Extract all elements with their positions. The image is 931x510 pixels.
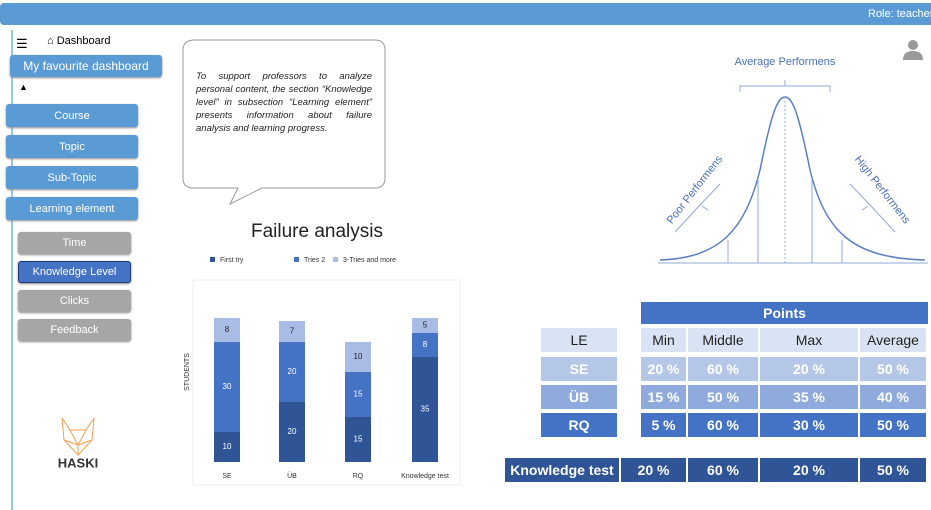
bar-segment: [279, 321, 305, 342]
data-label: 15: [354, 435, 363, 444]
table-cell: 20 %: [641, 357, 686, 381]
legend-swatch: [210, 257, 215, 262]
table-cell: 35 %: [760, 385, 858, 409]
table-cell: 20 %: [760, 357, 858, 381]
legend-label: Tries 2: [304, 257, 325, 264]
table-cell: 50 %: [860, 357, 926, 381]
column-header: Min: [641, 328, 686, 352]
callout-text: To support professors to analyze persona…: [196, 71, 372, 134]
favourite-button[interactable]: My favourite dashboard: [10, 55, 162, 77]
data-label: 20: [288, 427, 297, 436]
total-cell: 60 %: [688, 458, 758, 482]
x-tick-label: RQ: [353, 473, 364, 480]
data-label: 10: [223, 442, 232, 451]
data-label: 15: [354, 390, 363, 399]
bar-segment: [214, 318, 240, 342]
data-label: 5: [423, 321, 428, 330]
chart-frame: [192, 279, 461, 486]
total-header: Knowledge test: [505, 458, 619, 482]
x-tick-label: ÜB: [287, 472, 297, 480]
column-header: LE: [541, 328, 617, 352]
submenu-button[interactable]: Knowledge Level: [18, 261, 131, 283]
column-header: Average: [860, 328, 926, 352]
submenu-button[interactable]: Feedback: [18, 319, 131, 341]
data-label: 8: [225, 325, 230, 334]
chart-title: Failure analysis: [251, 221, 383, 242]
table-cell: 5 %: [641, 413, 686, 437]
submenu-button[interactable]: Time: [18, 232, 131, 254]
callout-bubble: [182, 39, 386, 206]
table-cell: 60 %: [688, 413, 758, 437]
menu-button[interactable]: Course: [6, 104, 138, 127]
hamburger[interactable]: ☰: [16, 36, 28, 51]
menu-button[interactable]: Learning element: [6, 197, 138, 220]
x-tick-label: Knowledge test: [401, 473, 449, 480]
bar-segment: [345, 342, 371, 372]
table-cell: 40 %: [860, 385, 926, 409]
table-group-header: Points: [641, 302, 928, 324]
avatar-icon[interactable]: [903, 40, 923, 60]
dashboard-link[interactable]: ⌂ Dashboard: [47, 35, 111, 47]
bar-segment: [214, 342, 240, 432]
bar-segment: [279, 402, 305, 462]
data-label: 35: [421, 405, 430, 414]
x-tick-label: SE: [222, 473, 232, 480]
column-header: Middle: [688, 328, 758, 352]
bar-segment: [345, 372, 371, 417]
bar-segment: [279, 342, 305, 402]
column-header: Max: [760, 328, 858, 352]
menu-button[interactable]: Sub-Topic: [6, 166, 138, 189]
high-label: High Performens: [852, 154, 913, 227]
bar-segment: [412, 333, 438, 357]
top-bar: Role: teacher: [0, 3, 931, 25]
data-label: 7: [290, 327, 295, 336]
total-cell: 20 %: [621, 458, 686, 482]
legend-label: First try: [220, 257, 244, 264]
poor-label: Poor Performens: [665, 153, 726, 226]
row-header: SE: [541, 357, 617, 381]
table-cell: 60 %: [688, 357, 758, 381]
sidebar-line: [11, 30, 13, 510]
logo-icon: [61, 417, 95, 456]
table-cell: 15 %: [641, 385, 686, 409]
legend-label: 3-Tries and more: [343, 257, 396, 264]
total-cell: 20 %: [760, 458, 858, 482]
dashboard-label: Dashboard: [56, 35, 111, 47]
table-cell: 30 %: [760, 413, 858, 437]
data-label: 8: [423, 340, 428, 349]
total-cell: 50 %: [860, 458, 926, 482]
y-axis-label: STUDENTS: [184, 353, 191, 391]
submenu-button[interactable]: Clicks: [18, 290, 131, 312]
bar-segment: [214, 432, 240, 462]
bar-segment: [345, 417, 371, 462]
legend-swatch: [294, 257, 299, 262]
legend-swatch: [333, 257, 338, 262]
logo-text: HASKI: [58, 455, 98, 470]
data-label: 10: [354, 352, 363, 361]
data-label: 30: [223, 382, 232, 391]
collapse-icon[interactable]: ▲: [19, 82, 28, 92]
role-label: Role: teacher: [868, 8, 931, 20]
bar-segment: [412, 318, 438, 333]
data-label: 20: [288, 367, 297, 376]
menu-button[interactable]: Topic: [6, 135, 138, 158]
row-header: RQ: [541, 413, 617, 437]
bell-curve: [658, 80, 928, 264]
bar-segment: [412, 357, 438, 462]
table-cell: 50 %: [688, 385, 758, 409]
row-header: ÜB: [541, 385, 617, 409]
table-cell: 50 %: [860, 413, 926, 437]
average-label: Average Performens: [735, 56, 836, 68]
